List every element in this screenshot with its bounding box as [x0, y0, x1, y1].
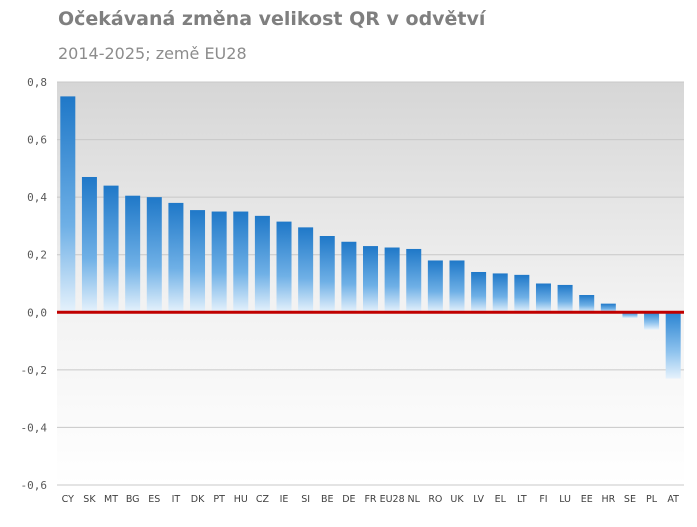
x-tick-label: FR: [364, 494, 376, 505]
x-tick-label: CZ: [256, 494, 270, 505]
y-tick-label: -0,4: [21, 421, 48, 434]
y-tick-label: 0,0: [27, 306, 47, 319]
x-tick-label: NL: [408, 494, 421, 505]
x-tick-label: PL: [646, 494, 658, 505]
bars: [60, 96, 681, 379]
bar-uk: [449, 260, 465, 313]
x-tick-label: PT: [213, 494, 225, 505]
y-tick-label: 0,6: [27, 134, 47, 147]
bar-hu: [233, 211, 249, 313]
chart-title: Očekávaná změna velikost QR v odvětví: [58, 8, 486, 30]
x-tick-label: AT: [667, 494, 679, 505]
bar-fi: [535, 283, 551, 313]
x-tick-label: DE: [342, 494, 355, 505]
x-tick-label: EE: [581, 494, 593, 505]
x-tick-label: EU28: [380, 494, 405, 505]
x-tick-label: RO: [428, 494, 442, 505]
y-tick-label: 0,2: [27, 249, 47, 262]
bar-pt: [211, 211, 227, 313]
x-tick-label: MT: [104, 494, 118, 505]
x-tick-label: LV: [473, 494, 484, 505]
bar-hr: [600, 303, 616, 313]
bar-at: [665, 312, 681, 379]
y-tick-label: -0,2: [21, 364, 48, 377]
bar-cz: [254, 215, 270, 313]
bar-cy: [60, 96, 76, 313]
x-tick-label: ES: [148, 494, 160, 505]
bar-nl: [406, 248, 422, 313]
x-tick-label: DK: [191, 494, 205, 505]
x-tick-label: LU: [559, 494, 571, 505]
bar-eu28: [384, 247, 400, 313]
bar-ro: [427, 260, 443, 313]
bar-lt: [514, 274, 530, 313]
chart-subtitle: 2014-2025; země EU28: [58, 44, 247, 63]
x-tick-label: HU: [234, 494, 248, 505]
bar-si: [298, 227, 314, 313]
x-tick-label: SE: [624, 494, 636, 505]
bar-es: [146, 197, 162, 313]
y-tick-label: -0,6: [21, 479, 48, 492]
x-tick-label: SK: [83, 494, 96, 505]
bar-de: [341, 241, 357, 313]
bar-bg: [125, 195, 141, 313]
x-tick-label: IT: [172, 494, 181, 505]
x-tick-label: BG: [126, 494, 140, 505]
x-tick-label: EL: [495, 494, 507, 505]
bar-ie: [276, 221, 292, 313]
x-tick-label: LT: [517, 494, 527, 505]
y-tick-label: 0,4: [27, 191, 47, 204]
x-tick-label: IE: [280, 494, 289, 505]
bar-sk: [81, 176, 97, 313]
bar-be: [319, 236, 335, 313]
bar-ee: [579, 295, 595, 313]
bar-fr: [363, 246, 378, 313]
bar-mt: [103, 185, 119, 313]
x-tick-label: SI: [301, 494, 310, 505]
bar-lu: [557, 284, 573, 313]
bar-se: [622, 312, 638, 319]
bar-el: [492, 273, 508, 313]
y-axis: 0,8 0,6 0,4 0,2 0,0 -0,2 -0,4 -0,6: [21, 76, 48, 492]
x-tick-label: BE: [321, 494, 334, 505]
y-tick-label: 0,8: [27, 76, 47, 89]
x-tick-label: HR: [601, 494, 615, 505]
x-axis: CY SK MT BG ES IT DK PT HU CZ IE SI BE DE FR EU28 NL RO UK…: [62, 494, 679, 505]
x-tick-label: CY: [62, 494, 74, 505]
bar-it: [168, 202, 184, 313]
bar-lv: [471, 271, 487, 313]
bar-dk: [190, 210, 206, 313]
x-tick-label: UK: [450, 494, 464, 505]
bar-pl: [644, 312, 660, 330]
x-tick-label: FI: [539, 494, 547, 505]
